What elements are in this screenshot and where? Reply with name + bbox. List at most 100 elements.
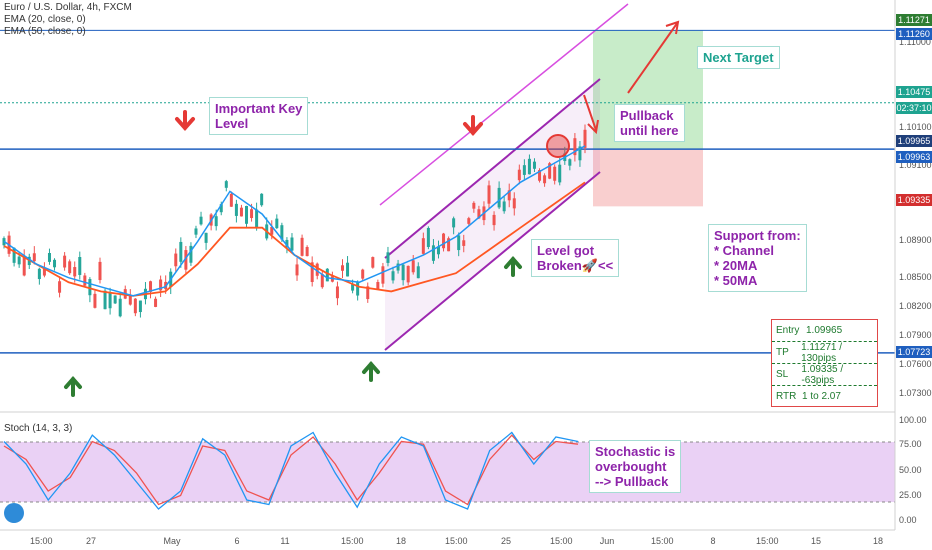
channel-outer: [379, 3, 629, 206]
candle-body: [214, 216, 218, 227]
candle-body: [280, 225, 284, 240]
candle-body: [270, 226, 274, 235]
rtr-row: RTR 1 to 2.07: [772, 386, 877, 407]
stoch-k-line: [3, 431, 579, 510]
candle-body: [325, 268, 329, 282]
stop-loss-zone: [593, 149, 703, 207]
candle-body: [224, 181, 228, 188]
red-down-arrow-icon: [463, 115, 483, 137]
candle-body: [421, 238, 425, 254]
candle-body: [229, 193, 233, 207]
candle-body: [199, 216, 203, 225]
candle-body: [381, 266, 385, 284]
time-axis-label: 15:00: [651, 536, 674, 546]
candle-body: [376, 282, 380, 290]
candle-body: [527, 158, 531, 175]
candle-body: [477, 209, 481, 219]
time-axis-label: 15:00: [756, 536, 779, 546]
price-tag: 1.09963: [896, 151, 932, 163]
time-axis-label: 15:00: [341, 536, 364, 546]
candle-body: [32, 253, 36, 262]
candle-body: [406, 265, 410, 283]
candle-body: [411, 260, 415, 273]
candle-body: [366, 286, 370, 300]
time-axis-label: 25: [500, 536, 511, 546]
candle-body: [315, 263, 319, 276]
tp-row: TP 1.11271 / 130pips: [772, 342, 877, 364]
candle-body: [436, 246, 440, 255]
target-arrowhead-icon: [665, 20, 680, 35]
green-up-arrow-icon: [362, 360, 380, 382]
candle-body: [507, 190, 511, 201]
price-tag: 1.07723: [896, 346, 932, 358]
stoch-axis-label: 100.00: [899, 415, 927, 425]
green-up-arrow-icon: [64, 375, 82, 397]
candle-body: [578, 146, 582, 161]
candle-body: [517, 169, 521, 181]
time-axis-label: 6: [234, 536, 240, 546]
stoch-legend: Stoch (14, 3, 3): [4, 423, 73, 434]
candle-body: [568, 159, 572, 166]
tradingview-logo-icon[interactable]: [4, 503, 24, 523]
price-tag: 1.10475: [896, 86, 932, 98]
candle-body: [255, 209, 259, 228]
channel-lower: [384, 171, 601, 351]
candle-body: [512, 198, 516, 209]
candle-body: [346, 262, 350, 277]
entry-row: Entry 1.09965: [772, 320, 877, 342]
candle-body: [305, 247, 309, 257]
candle-body: [320, 274, 324, 288]
candle-body: [391, 271, 395, 281]
candle-body: [532, 161, 536, 169]
candle-body: [502, 201, 506, 212]
candle-body: [194, 228, 198, 235]
rtr-value: 1 to 2.07: [802, 391, 841, 402]
symbol-title: Euro / U.S. Dollar, 4h, FXCM: [4, 2, 132, 13]
time-axis-label: May: [163, 536, 181, 546]
pullback-arrowhead-icon: [587, 119, 599, 135]
candle-body: [113, 295, 117, 304]
time-axis-label: 15:00: [445, 536, 468, 546]
time-axis-label: Jun: [599, 536, 615, 546]
price-tag: 02:37:10: [896, 102, 932, 114]
stoch-axis-label: 25.00: [899, 490, 922, 500]
candle-body: [234, 203, 238, 216]
candle-body: [159, 279, 163, 291]
candle-body: [128, 294, 132, 305]
important-key-level-callout: Important Key Level: [209, 97, 309, 135]
candle-body: [42, 268, 46, 276]
candle-body: [73, 267, 77, 277]
time-axis-label: 15:00: [550, 536, 573, 546]
candle-body: [462, 240, 466, 246]
stoch-axis-label: 75.00: [899, 439, 922, 449]
rtr-key: RTR: [776, 391, 797, 402]
candle-body: [401, 264, 405, 281]
candle-body: [245, 205, 249, 224]
red-down-arrow-icon: [175, 110, 195, 132]
candle-body: [351, 284, 355, 291]
stoch-axis-label: 50.00: [899, 465, 922, 475]
sl-row: SL 1.09335 / -63pips: [772, 364, 877, 386]
price-tag: 1.11271: [896, 14, 932, 26]
candle-body: [335, 286, 339, 299]
candle-body: [174, 253, 178, 267]
candle-body: [37, 268, 41, 280]
price-axis-label: 1.10100: [899, 122, 932, 132]
candle-body: [457, 235, 461, 251]
candle-body: [83, 275, 87, 286]
candle-body: [204, 232, 208, 243]
candle-body: [356, 281, 360, 296]
candle-body: [522, 165, 526, 175]
candle-body: [78, 257, 82, 275]
breakout-circle: [546, 134, 570, 158]
time-axis-label: 18: [872, 536, 883, 546]
stoch-axis-label: 0.00: [899, 515, 917, 525]
time-axis-label: 18: [395, 536, 406, 546]
candle-body: [452, 218, 456, 228]
pullback-callout: Pullback until here: [614, 104, 685, 142]
candle-body: [239, 207, 243, 217]
price-axis-label: 1.09100: [899, 160, 932, 170]
ema20-legend: EMA (20, close, 0): [4, 14, 86, 25]
candle-body: [285, 239, 289, 248]
